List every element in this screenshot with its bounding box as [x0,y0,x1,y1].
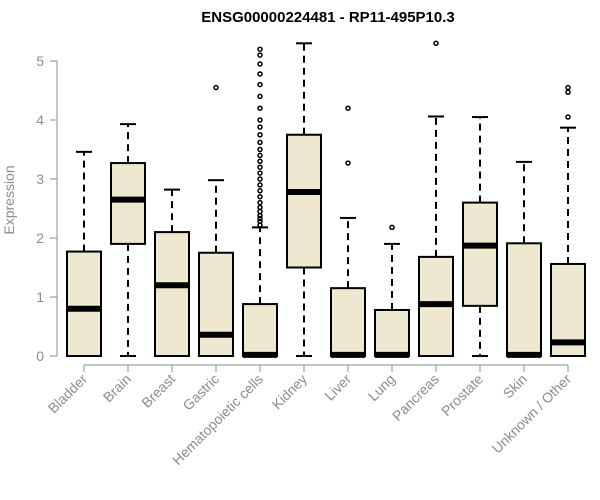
iqr-box [506,242,542,357]
box-brain [110,123,146,357]
chart-title: ENSG00000224481 - RP11-495P10.3 [201,9,455,26]
outlier-point [257,71,263,77]
iqr-box [66,250,102,358]
outlier-point [257,139,263,146]
y-tick-label: 2 [36,230,44,246]
outlier-point [257,164,263,170]
x-tick-label: Pancreas [389,371,442,424]
outlier-point [257,215,263,222]
outlier-point [257,46,263,52]
box-bladder [66,150,102,358]
y-tick-label: 0 [36,348,44,364]
x-tick-label: Breast [138,371,178,411]
outlier-point [257,93,263,100]
outlier-point [257,81,263,88]
outlier-point [257,105,263,111]
y-axis-label: Expression [1,165,17,234]
iqr-box [462,201,498,307]
outlier-point [257,176,263,182]
iqr-box [286,133,322,269]
outlier-point [433,40,439,47]
outlier-point [257,193,263,200]
box-series [66,40,586,358]
y-axis: 0 1 2 3 4 5 [36,53,58,364]
iqr-box [330,287,366,357]
x-tick-label: Brain [100,371,134,405]
x-tick-label: Gastric [179,371,222,414]
iqr-box [242,303,278,357]
box-unknown-other [550,84,586,357]
x-tick-label: Lung [365,371,398,404]
outlier-point [257,170,263,176]
box-kidney [286,42,322,357]
outlier-point [565,114,571,120]
x-tick-label: Skin [500,371,531,402]
outlier-point [257,52,263,58]
iqr-box [110,162,146,245]
y-tick-label: 3 [36,171,44,187]
box-prostate [462,116,498,357]
outlier-point [345,105,351,111]
box-pancreas [418,40,454,358]
outlier-point [257,204,263,211]
y-tick-label: 4 [36,112,44,128]
x-tick-label: Kidney [269,371,311,413]
iqr-box [374,308,410,358]
iqr-box [198,251,234,357]
outlier-point [565,84,571,91]
iqr-box [154,231,190,358]
x-tick-label: Bladder [45,371,91,417]
x-tick-label: Liver [321,371,354,404]
outlier-point [257,218,263,225]
y-tick-label: 5 [36,53,44,69]
outlier-point [257,158,263,165]
box-gastric [198,84,234,357]
outlier-point [257,182,263,188]
outlier-point [257,61,263,67]
box-breast [154,188,190,358]
box-lung [374,224,410,358]
outlier-point [345,160,351,166]
box-skin [506,160,542,358]
outlier-point [257,132,263,138]
outlier-point [213,84,219,91]
x-tick-label: Unknown / Other [489,371,575,457]
box-hematopoietic-cells [242,46,278,358]
outlier-point [257,117,263,123]
outlier-point [257,152,263,159]
outlier-point [257,188,263,194]
outlier-point [389,224,395,231]
x-tick-label: Prostate [438,371,486,419]
outlier-point [565,89,571,96]
outlier-point [257,124,263,130]
box-liver [330,105,366,358]
outlier-point [257,146,263,153]
y-tick-label: 1 [36,289,44,305]
outlier-point [257,199,263,206]
